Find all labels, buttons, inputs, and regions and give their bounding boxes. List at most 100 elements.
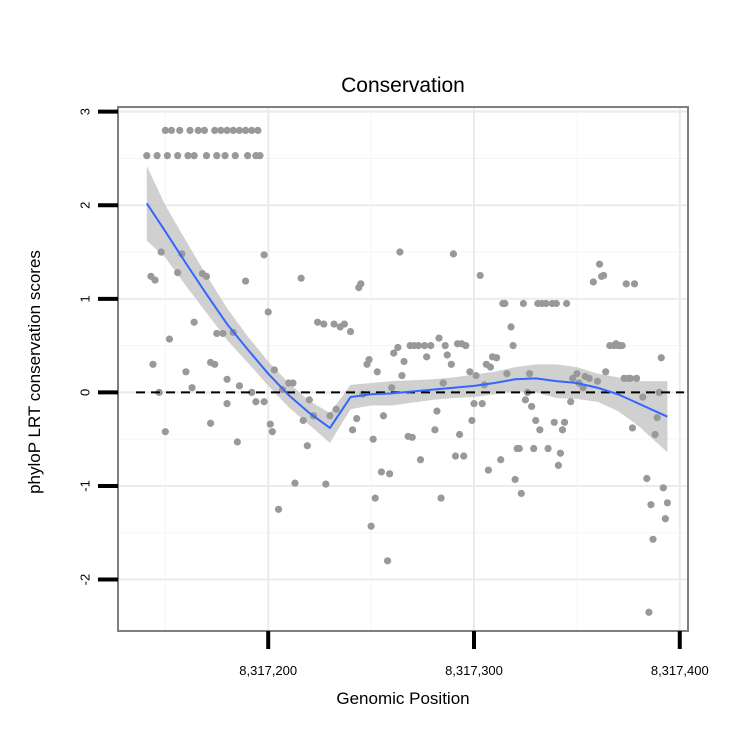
data-point xyxy=(165,335,174,343)
data-point xyxy=(618,342,626,350)
data-point xyxy=(348,426,357,434)
data-point xyxy=(414,342,423,350)
data-point xyxy=(400,357,408,366)
data-point xyxy=(254,126,262,134)
data-point xyxy=(223,375,231,383)
data-point xyxy=(530,444,538,453)
data-point xyxy=(235,382,244,390)
data-point xyxy=(174,152,182,160)
data-point xyxy=(353,414,361,423)
data-point xyxy=(408,433,416,441)
data-point xyxy=(149,360,157,368)
data-point xyxy=(645,608,653,616)
data-point xyxy=(219,329,227,338)
plot-frame xyxy=(117,106,689,632)
data-point xyxy=(163,152,171,160)
data-point xyxy=(443,351,451,359)
data-point xyxy=(157,248,165,256)
data-point xyxy=(241,277,250,285)
data-point xyxy=(476,271,484,280)
data-point xyxy=(639,393,647,401)
confidence-band xyxy=(146,165,668,453)
data-point xyxy=(521,396,530,404)
x-tick-label: 8,317,300 xyxy=(445,663,503,678)
data-point xyxy=(396,248,404,256)
data-point xyxy=(190,152,198,160)
data-point xyxy=(229,126,237,134)
data-point xyxy=(509,342,517,350)
data-point xyxy=(585,374,593,382)
data-point xyxy=(451,452,460,460)
data-point xyxy=(268,428,276,436)
data-point xyxy=(468,416,476,425)
y-tick-label: 2 xyxy=(77,202,92,209)
data-point xyxy=(388,384,396,392)
data-point xyxy=(647,501,655,509)
data-point xyxy=(398,371,406,380)
data-point xyxy=(517,489,525,498)
data-point xyxy=(182,368,190,376)
y-axis: -2 -1 0 1 2 3 xyxy=(77,108,118,585)
data-point xyxy=(462,342,470,350)
grid xyxy=(118,107,688,631)
data-point xyxy=(248,388,256,396)
y-tick-label: -1 xyxy=(77,480,92,492)
data-point xyxy=(466,368,474,376)
data-point xyxy=(600,271,608,280)
x-axis: 8,317,200 8,317,300 8,317,400 xyxy=(239,631,709,678)
y-tick-label: 3 xyxy=(77,108,92,115)
chart-title: Conservation xyxy=(341,74,465,97)
data-point xyxy=(176,126,184,134)
data-point xyxy=(394,343,402,352)
data-point xyxy=(552,299,560,308)
data-point xyxy=(437,494,445,502)
data-point xyxy=(501,299,509,308)
data-point xyxy=(340,320,348,328)
data-point xyxy=(326,412,334,420)
data-point xyxy=(455,430,464,439)
data-point xyxy=(373,368,381,376)
smooth-line xyxy=(145,202,668,429)
data-point xyxy=(151,276,159,284)
data-point xyxy=(266,420,274,428)
data-point xyxy=(511,475,519,484)
data-point xyxy=(460,452,468,460)
data-point xyxy=(661,515,669,523)
data-point xyxy=(416,456,425,464)
data-point xyxy=(532,416,540,425)
data-point xyxy=(235,126,244,134)
data-point xyxy=(320,320,328,328)
data-point xyxy=(567,398,575,406)
data-point xyxy=(369,435,377,443)
data-point xyxy=(297,274,305,282)
data-point xyxy=(379,412,388,420)
data-point xyxy=(558,426,567,434)
data-point xyxy=(431,426,439,434)
data-point xyxy=(143,152,151,160)
data-point xyxy=(649,535,657,543)
data-point xyxy=(435,334,443,342)
data-point xyxy=(322,480,330,488)
data-point xyxy=(472,371,480,380)
data-point xyxy=(484,466,492,474)
data-point xyxy=(427,342,435,350)
data-point xyxy=(536,426,544,434)
data-point xyxy=(595,260,604,268)
data-point xyxy=(161,126,169,134)
data-point xyxy=(357,280,365,288)
data-point xyxy=(194,126,202,134)
data-point xyxy=(653,414,661,422)
smooth-line-layer xyxy=(145,202,668,429)
y-tick-label: 1 xyxy=(77,295,92,302)
data-point xyxy=(244,152,252,160)
data-point xyxy=(493,354,501,362)
data-point xyxy=(248,126,256,134)
data-point xyxy=(390,349,398,357)
data-point xyxy=(651,430,659,439)
data-point xyxy=(386,470,394,478)
data-point xyxy=(383,557,392,565)
data-point xyxy=(643,474,651,483)
data-point xyxy=(270,366,278,374)
data-point xyxy=(447,360,455,368)
data-point xyxy=(202,272,211,280)
